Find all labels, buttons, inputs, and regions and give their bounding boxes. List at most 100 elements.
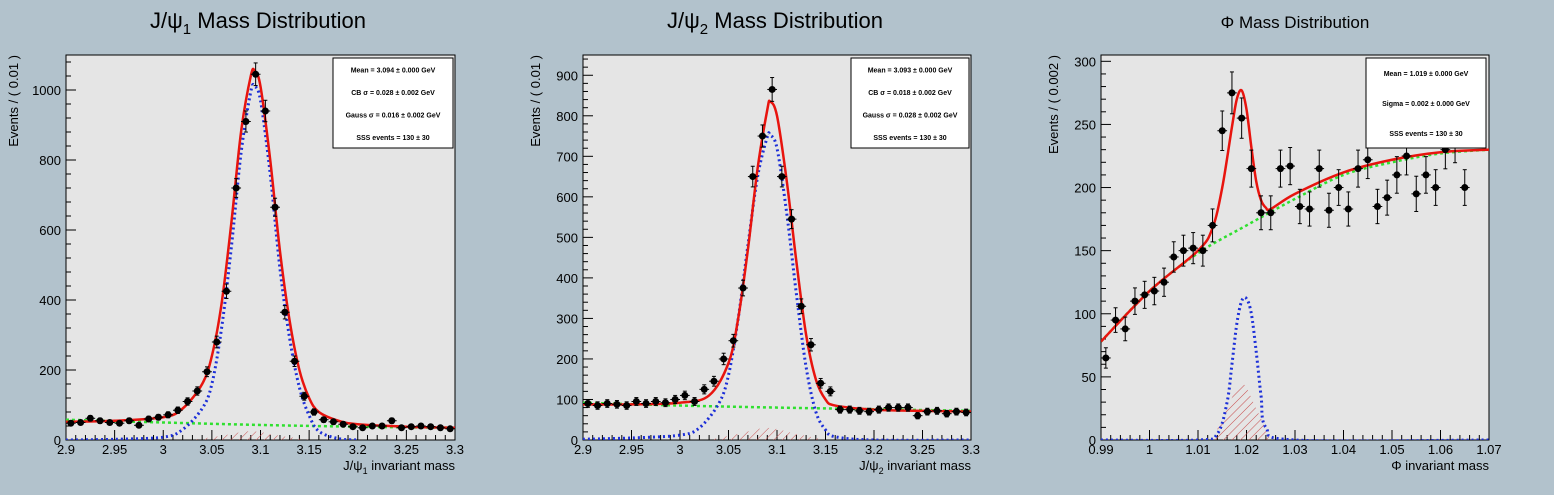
x-axis-title-rest: invariant mass xyxy=(368,458,456,473)
data-point xyxy=(874,405,884,414)
data-point-marker xyxy=(1131,297,1139,305)
data-point xyxy=(844,405,855,414)
data-point-marker xyxy=(291,357,299,365)
data-point-marker xyxy=(368,422,376,430)
data-point-marker xyxy=(1247,165,1255,173)
data-point xyxy=(435,424,446,432)
x-axis-title-main: Φ xyxy=(1391,458,1401,473)
x-tick-label: 2.95 xyxy=(102,442,127,457)
data-point-marker xyxy=(154,413,162,421)
x-tick-label: 3 xyxy=(160,442,167,457)
data-point xyxy=(172,406,183,414)
data-point xyxy=(592,401,603,410)
plot-contents xyxy=(583,77,971,440)
data-point-marker xyxy=(817,379,825,387)
data-point-marker xyxy=(632,398,640,405)
x-tick-label: 3.3 xyxy=(962,442,980,457)
data-point-marker xyxy=(1403,152,1411,160)
data-point xyxy=(250,62,261,87)
data-point-marker xyxy=(603,400,611,408)
data-point xyxy=(1188,232,1198,265)
data-point-marker xyxy=(1412,190,1420,198)
data-point xyxy=(1236,97,1247,139)
data-point-marker xyxy=(943,410,951,418)
data-point xyxy=(612,400,622,409)
data-point xyxy=(1372,188,1383,225)
signal-hatch-area xyxy=(1212,383,1271,440)
data-point xyxy=(641,399,651,408)
stats-line: SSS events = 130 ± 30 xyxy=(873,135,946,142)
data-point xyxy=(270,197,280,217)
data-point xyxy=(445,425,455,433)
data-point-marker xyxy=(1160,278,1168,286)
data-point-marker xyxy=(446,425,454,433)
chart-panel-3: Φ Mass Distribution 0.99 1 1.01 1.02 1.03 1.04… xyxy=(1046,13,1502,473)
data-point-marker xyxy=(184,398,192,405)
data-point-marker xyxy=(388,417,396,425)
data-point-marker xyxy=(1199,247,1207,255)
data-point xyxy=(1246,149,1257,188)
data-point-marker xyxy=(681,391,689,399)
data-point-marker xyxy=(613,400,621,408)
data-point xyxy=(1168,241,1179,273)
data-point-marker xyxy=(1432,184,1440,192)
y-tick-label: 300 xyxy=(1074,54,1096,69)
stats-line: SSS events = 130 ± 30 xyxy=(1389,131,1462,138)
data-point-marker xyxy=(271,203,279,211)
stats-box-frame xyxy=(332,57,454,149)
data-point-marker xyxy=(623,402,631,410)
stats-line: Gauss σ = 0.028 ± 0.002 GeV xyxy=(863,112,958,119)
data-point xyxy=(1101,347,1111,369)
data-point-marker xyxy=(320,416,328,424)
data-point-marker xyxy=(417,422,425,430)
data-point-marker xyxy=(125,417,133,425)
chart-title: Φ Mass Distribution xyxy=(1221,13,1370,32)
data-point xyxy=(211,335,222,349)
data-point-marker xyxy=(729,337,737,345)
data-point xyxy=(377,422,387,430)
total-fit-curve xyxy=(583,99,971,413)
x-tick-label: 3.15 xyxy=(296,442,321,457)
data-point xyxy=(864,407,874,416)
data-point-marker xyxy=(778,173,786,181)
data-point-marker xyxy=(661,399,669,407)
data-point-marker xyxy=(836,406,844,414)
x-axis-title: Φ invariant mass xyxy=(1391,458,1489,473)
data-point xyxy=(650,397,661,406)
data-point xyxy=(583,399,593,408)
data-point-marker xyxy=(67,419,75,427)
data-point-marker xyxy=(398,424,406,432)
x-tick-label: 3.05 xyxy=(716,442,741,457)
data-point-marker xyxy=(1189,244,1197,252)
data-point xyxy=(1265,195,1276,231)
data-point-marker xyxy=(222,287,230,295)
stats-line: CB σ = 0.028 ± 0.002 GeV xyxy=(351,90,435,97)
y-tick-label: 150 xyxy=(1074,244,1096,259)
data-point-marker xyxy=(1257,209,1265,217)
data-point xyxy=(786,209,797,230)
data-point-marker xyxy=(914,412,922,420)
data-point xyxy=(75,419,86,426)
data-point xyxy=(425,423,436,431)
y-axis-title: Events / ( 0.01 ) xyxy=(6,55,21,147)
data-point xyxy=(777,165,787,188)
y-tick-label: 0 xyxy=(571,433,578,448)
x-axis-title-main: J/ψ xyxy=(343,458,362,473)
data-point-marker xyxy=(1150,287,1158,295)
data-point xyxy=(922,407,933,416)
data-point-marker xyxy=(1315,165,1323,173)
data-point xyxy=(1382,179,1392,216)
plot-contents xyxy=(66,62,455,440)
data-point-marker xyxy=(720,355,728,363)
chart-title-rest: Mass Distribution xyxy=(708,8,883,33)
data-point xyxy=(182,397,193,406)
chart-title-rest: Mass Distribution xyxy=(191,8,366,33)
x-tick-label: 1.04 xyxy=(1331,442,1356,457)
data-point-marker xyxy=(691,398,699,405)
chart-title: J/ψ2 Mass Distribution xyxy=(667,8,883,38)
data-point xyxy=(806,338,816,352)
y-tick-label: 600 xyxy=(556,190,578,205)
data-point xyxy=(825,386,836,397)
y-tick-label: 100 xyxy=(556,392,578,407)
